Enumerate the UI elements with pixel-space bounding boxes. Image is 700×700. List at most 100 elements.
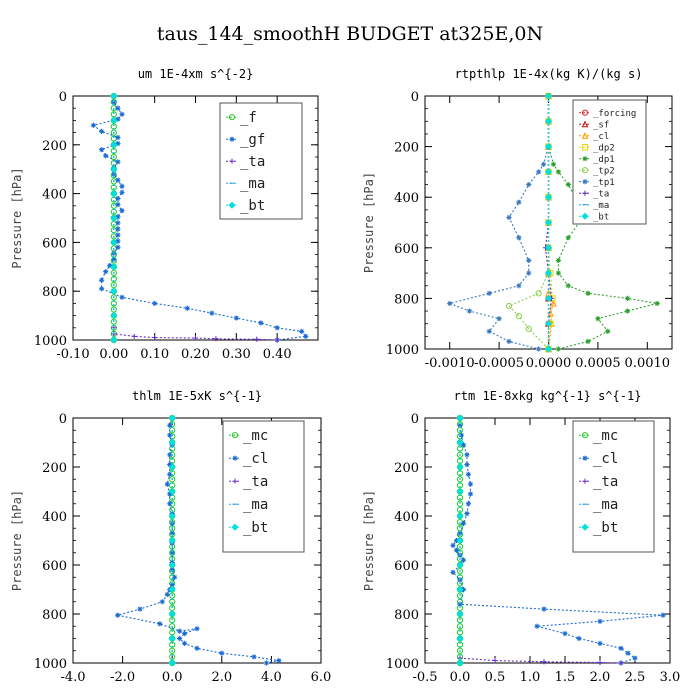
data-point	[456, 543, 464, 550]
data-point	[450, 542, 456, 548]
data-point	[168, 487, 176, 496]
x-tick-label: 6.0	[311, 670, 332, 685]
legend: _f _gf _ta _ma _bt	[219, 102, 303, 220]
legend-entry-label: _sf	[593, 120, 609, 130]
data-point	[555, 346, 561, 352]
data-point	[194, 645, 200, 651]
data-point	[456, 536, 464, 545]
data-point	[168, 634, 176, 643]
data-point	[276, 657, 282, 664]
y-tick-label: 800	[394, 608, 419, 623]
data-point	[115, 244, 121, 250]
y-tick-label: 600	[394, 242, 419, 257]
data-point	[131, 333, 137, 339]
legend-marker	[581, 109, 589, 116]
data-point	[544, 294, 553, 302]
data-point	[624, 295, 631, 301]
legend: _mc _cl _ta _ma _bt	[572, 420, 655, 553]
chart-panel-2: rtpthlp 1E-4x(kg K)/(kg s) Pressure [hPa]…	[362, 67, 673, 371]
data-point	[177, 635, 183, 642]
data-point	[168, 561, 176, 569]
data-point	[98, 147, 105, 153]
panel-title: um 1E-4xm s^{-2}	[138, 67, 254, 81]
data-point	[168, 414, 176, 422]
data-point	[597, 618, 603, 624]
data-point	[115, 214, 121, 220]
data-point	[213, 336, 219, 342]
x-tick-label: 0.10	[140, 347, 169, 362]
y-tick-label: 0	[411, 412, 419, 427]
data-point	[467, 481, 474, 487]
x-tick-label: 1.5	[555, 670, 576, 685]
data-point	[535, 290, 542, 297]
data-point	[544, 193, 553, 201]
legend-box	[572, 420, 655, 553]
data-point	[550, 161, 557, 167]
data-point	[464, 452, 470, 458]
legend-entry-label: _mc	[243, 428, 268, 444]
data-point	[506, 214, 512, 221]
x-tick-label: -0.0010	[425, 356, 475, 371]
legend-marker	[582, 190, 588, 196]
x-tick-label: 1.0	[520, 670, 541, 685]
legend-entry-label: _gf	[240, 132, 265, 148]
y-tick-label: 400	[394, 510, 419, 525]
data-point	[119, 111, 125, 117]
y-tick-label: 1000	[386, 343, 419, 358]
y-axis-label: Pressure [hPa]	[362, 490, 376, 591]
data-point	[115, 159, 121, 165]
data-point	[194, 626, 200, 632]
x-tick-label: 0.0005	[575, 356, 621, 371]
data-point	[164, 481, 170, 487]
data-point	[496, 316, 502, 322]
data-point	[544, 218, 553, 227]
data-point	[447, 300, 453, 307]
data-point	[565, 235, 571, 241]
data-point	[169, 582, 175, 588]
data-point	[516, 199, 522, 205]
data-point	[562, 631, 568, 637]
x-tick-label: -0.0005	[474, 356, 524, 371]
data-point	[115, 238, 121, 244]
legend-marker	[229, 158, 235, 164]
data-point	[565, 283, 571, 289]
data-point	[654, 300, 660, 307]
data-point	[465, 501, 471, 507]
legend-entry-label: _ma	[593, 201, 609, 211]
data-point	[516, 235, 522, 241]
legend-marker	[582, 156, 588, 162]
legend-marker	[581, 131, 589, 139]
data-point	[464, 461, 470, 468]
data-point	[115, 177, 121, 183]
data-point	[456, 647, 464, 654]
data-point	[110, 312, 118, 320]
legend-entry-label: _bt	[593, 212, 609, 222]
data-point	[98, 128, 105, 134]
legend-marker	[231, 523, 239, 531]
x-tick-label: 0.0010	[625, 356, 671, 371]
legend-entry-label: _cl	[593, 451, 618, 467]
data-point	[274, 337, 280, 343]
data-point	[167, 491, 173, 497]
data-point	[624, 308, 631, 314]
data-point	[168, 512, 176, 520]
data-point	[157, 621, 163, 627]
data-point	[618, 645, 624, 651]
data-point	[550, 299, 557, 307]
data-point	[111, 256, 117, 263]
legend: _mc _cl _ta _ma _bt	[222, 420, 305, 553]
data-point	[110, 141, 118, 149]
data-point	[90, 122, 97, 128]
legend-entry-label: _ma	[593, 497, 618, 513]
data-point	[544, 92, 553, 100]
x-tick-label: 0.40	[263, 347, 292, 362]
legend-marker	[582, 455, 588, 461]
data-point	[119, 183, 125, 189]
data-point	[110, 336, 118, 344]
legend-entry-label: _tp2	[593, 166, 615, 176]
data-point	[456, 438, 464, 447]
data-point	[111, 99, 117, 105]
data-point	[137, 606, 143, 612]
data-point	[168, 610, 176, 618]
data-point	[299, 328, 305, 335]
